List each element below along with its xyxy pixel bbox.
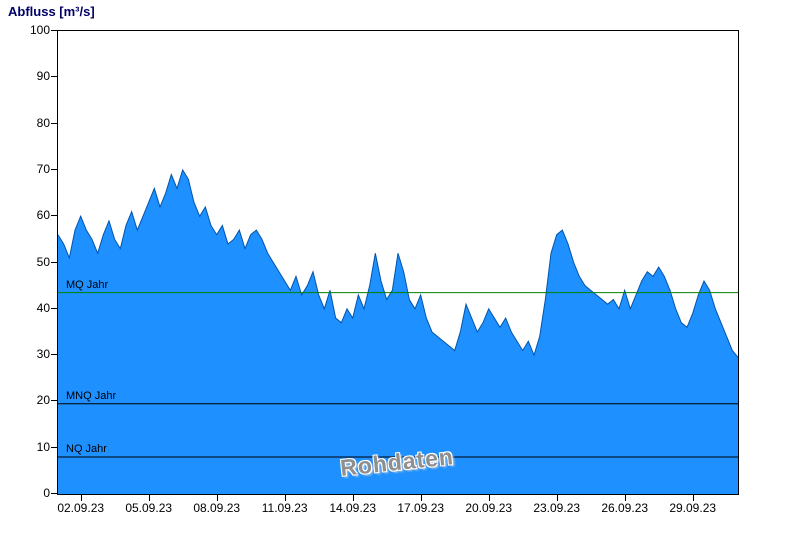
y-tick-label: 90: [36, 69, 50, 84]
y-tick-mark: [51, 76, 57, 78]
x-tick-mark: [352, 495, 354, 501]
x-tick-label: 05.09.23: [125, 501, 173, 515]
y-tick-label: 50: [36, 254, 50, 269]
x-tick-mark: [284, 495, 286, 501]
x-tick-label: 23.09.23: [533, 501, 581, 515]
y-tick-mark: [51, 261, 57, 263]
x-tick-mark: [488, 495, 490, 501]
x-tick-mark: [216, 495, 218, 501]
x-tick-mark: [420, 495, 422, 501]
discharge-line: [58, 168, 738, 358]
discharge-area-series: [58, 168, 738, 494]
y-tick-label: 0: [43, 486, 50, 500]
chart-title: Abfluss [m³/s]: [8, 4, 95, 19]
x-tick-label: 17.09.23: [397, 501, 445, 515]
x-tick-label: 29.09.23: [669, 501, 717, 515]
y-tick-label: 40: [36, 300, 50, 315]
y-tick-mark: [51, 354, 57, 356]
y-tick-label: 10: [36, 439, 50, 454]
y-tick-mark: [51, 493, 57, 494]
y-tick-mark: [51, 215, 57, 217]
ref-line-label-mq-jahr: MQ Jahr: [66, 278, 109, 291]
x-tick-label: 20.09.23: [465, 501, 513, 515]
y-tick-mark: [51, 307, 57, 309]
y-tick-mark: [51, 400, 57, 402]
y-tick-mark: [51, 168, 57, 170]
x-tick-mark: [692, 495, 694, 501]
x-tick-mark: [148, 495, 150, 501]
ref-line-label-nq-jahr: NQ Jahr: [66, 442, 107, 455]
x-tick-label: 02.09.23: [57, 501, 105, 515]
y-tick-label: 60: [36, 208, 50, 223]
y-tick-mark: [51, 446, 57, 448]
y-tick-label: 30: [36, 347, 50, 362]
y-tick-mark: [51, 122, 57, 124]
y-tick-label: 20: [36, 393, 50, 408]
x-tick-label: 11.09.23: [261, 501, 308, 515]
ref-line-label-mnq-jahr: MNQ Jahr: [66, 389, 117, 402]
x-tick-mark: [80, 495, 82, 501]
y-tick-label: 70: [36, 161, 50, 176]
x-tick-label: 14.09.23: [329, 501, 377, 515]
x-tick-mark: [556, 495, 558, 501]
x-tick-label: 26.09.23: [601, 501, 649, 515]
y-tick-label: 100: [29, 23, 50, 37]
discharge-area: [58, 169, 738, 494]
y-tick-label: 80: [36, 115, 50, 130]
x-tick-label: 08.09.23: [193, 501, 241, 515]
x-tick-mark: [624, 495, 626, 501]
y-tick-mark: [51, 30, 57, 31]
plot-area: MQ Jahr MNQ Jahr NQ Jahr Rohdaten: [57, 30, 739, 495]
